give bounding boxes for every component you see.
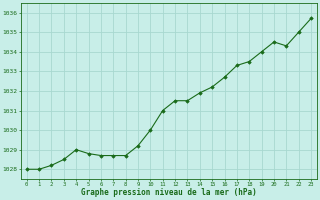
X-axis label: Graphe pression niveau de la mer (hPa): Graphe pression niveau de la mer (hPa) [81, 188, 257, 197]
